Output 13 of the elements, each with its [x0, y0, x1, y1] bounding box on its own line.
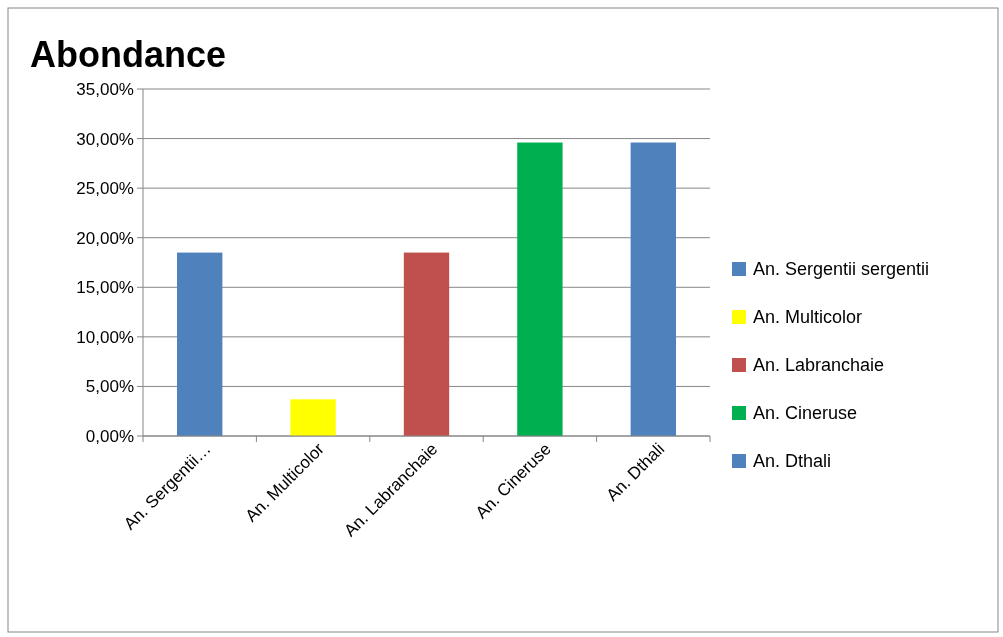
y-tick-label: 20,00%	[76, 228, 134, 248]
y-tick-label: 35,00%	[76, 79, 134, 99]
legend-label: An. Cineruse	[753, 403, 858, 424]
legend-label: An. Labranchaie	[753, 355, 885, 376]
y-tick-label: 5,00%	[85, 377, 134, 397]
y-tick-label: 15,00%	[76, 278, 134, 298]
legend-label: An. Multicolor	[753, 307, 863, 328]
y-tick-label: 0,00%	[85, 426, 134, 446]
chart-title: Abondance	[30, 34, 227, 75]
legend-label: An. Sergentii sergentii	[753, 259, 930, 280]
y-tick-label: 30,00%	[76, 129, 134, 149]
y-tick-label: 10,00%	[76, 327, 134, 347]
y-tick-label: 25,00%	[76, 179, 134, 199]
